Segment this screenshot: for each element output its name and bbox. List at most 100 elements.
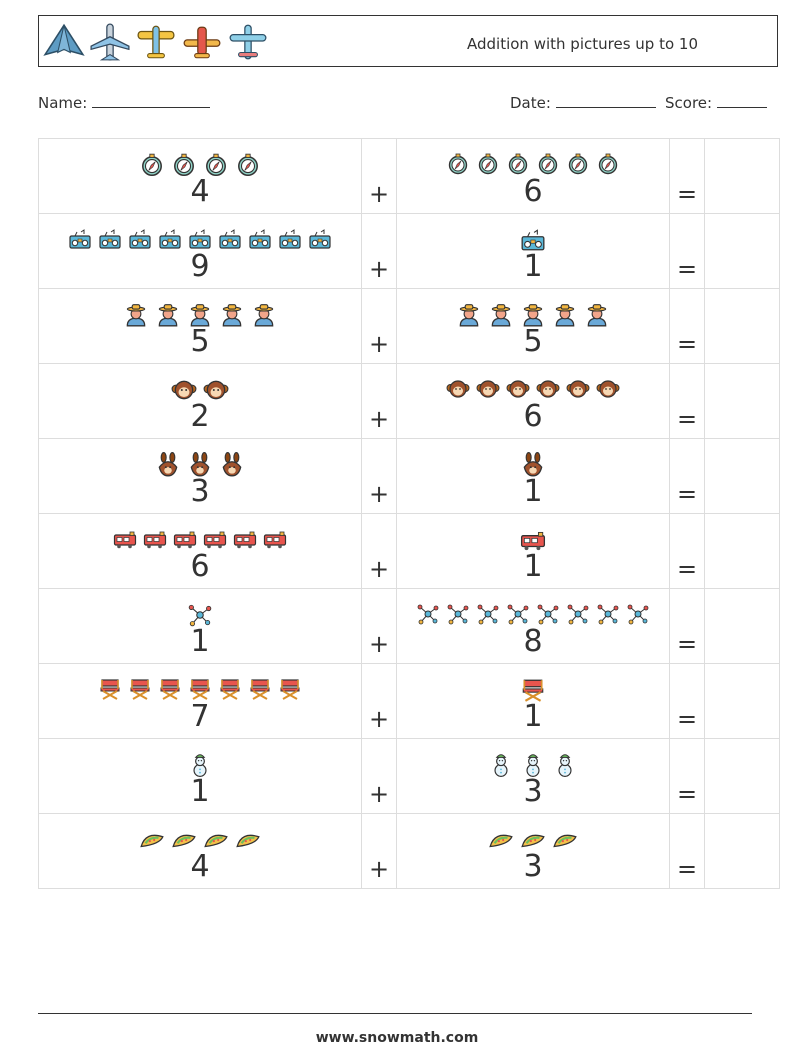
radio-icon: [129, 229, 151, 249]
addend-b-number: 1: [523, 699, 543, 734]
addend-b-pictures: [397, 302, 669, 328]
answer-cell[interactable]: [704, 213, 780, 289]
farmer-icon: [222, 304, 242, 327]
director-chair-icon: [522, 679, 544, 702]
radio-icon: [249, 229, 271, 249]
addend-b-pictures: [397, 377, 669, 401]
footer-website: www.snowmath.com: [315, 1030, 479, 1046]
answer-cell[interactable]: [704, 138, 780, 214]
answer-cell[interactable]: [704, 513, 780, 589]
train-icon: [203, 531, 227, 549]
taco-icon: [204, 834, 228, 848]
radio-icon: [189, 229, 211, 249]
addend-b-number: 1: [523, 474, 543, 509]
equals-cell: =: [669, 213, 705, 289]
compass-icon: [174, 153, 194, 177]
snowman-icon: [526, 754, 540, 777]
director-chair-icon: [100, 679, 120, 700]
molecule-icon: [507, 604, 529, 625]
problem-row: 5 +5 =: [38, 288, 780, 364]
equals-cell: =: [669, 738, 705, 814]
compass-icon: [448, 153, 468, 175]
addend-b-pictures: [397, 452, 669, 478]
equals-sign: =: [676, 180, 698, 208]
addend-b-pictures: [397, 677, 669, 703]
addend-b-cell: 5: [396, 288, 670, 364]
plus-sign: +: [368, 705, 390, 733]
plus-sign: +: [368, 780, 390, 808]
farmer-icon: [459, 304, 479, 327]
equals-cell: =: [669, 588, 705, 664]
monkey-icon: [476, 380, 500, 398]
equals-cell: =: [669, 813, 705, 889]
equals-sign: =: [676, 405, 698, 433]
addend-a-number: 4: [190, 174, 210, 209]
monkey-icon: [171, 380, 197, 400]
taco-icon: [172, 834, 196, 848]
molecule-icon: [537, 604, 559, 625]
farmer-icon: [126, 304, 146, 327]
director-chair-icon: [190, 679, 210, 700]
farmer-icon: [190, 304, 210, 327]
plus-sign: +: [368, 855, 390, 883]
answer-cell[interactable]: [704, 588, 780, 664]
addend-a-number: 1: [190, 774, 210, 809]
farmer-icon: [523, 304, 543, 327]
equals-sign: =: [676, 705, 698, 733]
score-line[interactable]: [716, 93, 767, 108]
addend-a-pictures: [39, 602, 361, 628]
monkey-icon: [566, 380, 590, 398]
farmer-icon: [491, 304, 511, 327]
date-field[interactable]: Date:: [510, 93, 656, 112]
score-field[interactable]: Score:: [665, 93, 767, 112]
addend-a-number: 3: [190, 474, 210, 509]
addend-a-pictures: [39, 452, 361, 478]
name-label: Name:: [38, 94, 88, 112]
farmer-icon: [587, 304, 607, 327]
date-line[interactable]: [555, 93, 656, 108]
answer-cell[interactable]: [704, 288, 780, 364]
equals-sign: =: [676, 480, 698, 508]
plus-cell: +: [361, 213, 397, 289]
taco-icon: [489, 834, 513, 848]
addend-a-cell: 4: [38, 138, 362, 214]
answer-cell[interactable]: [704, 438, 780, 514]
director-chair-icon: [250, 679, 270, 700]
addend-a-pictures: [39, 152, 361, 178]
addend-a-number: 9: [190, 249, 210, 284]
equals-cell: =: [669, 663, 705, 739]
addend-a-cell: 7: [38, 663, 362, 739]
equals-sign: =: [676, 780, 698, 808]
stealth-plane-icon: [43, 23, 85, 56]
addend-a-cell: 1: [38, 738, 362, 814]
compass-icon: [568, 153, 588, 175]
answer-cell[interactable]: [704, 813, 780, 889]
problem-row: 9 +1 =: [38, 213, 780, 289]
taco-icon: [140, 834, 164, 848]
addend-a-cell: 1: [38, 588, 362, 664]
compass-icon: [508, 153, 528, 175]
red-biplane-icon: [183, 26, 221, 59]
airliner-icon: [90, 23, 130, 61]
addend-a-number: 1: [190, 624, 210, 659]
answer-cell[interactable]: [704, 738, 780, 814]
plus-sign: +: [368, 255, 390, 283]
answer-cell[interactable]: [704, 363, 780, 439]
answer-cell[interactable]: [704, 663, 780, 739]
footer-divider: [38, 1013, 752, 1014]
addend-b-cell: 6: [396, 363, 670, 439]
problem-row: 4 +6 =: [38, 138, 780, 214]
name-field[interactable]: Name:: [38, 93, 211, 112]
equals-sign: =: [676, 555, 698, 583]
name-line[interactable]: [92, 93, 211, 108]
addend-b-pictures: [397, 152, 669, 176]
radio-icon: [521, 229, 545, 251]
addend-b-pictures: [397, 227, 669, 253]
monkey-icon: [536, 380, 560, 398]
problem-row: 6 +1 =: [38, 513, 780, 589]
radio-icon: [69, 229, 91, 249]
score-label: Score:: [665, 94, 713, 112]
squirrel-icon: [523, 452, 543, 477]
equals-cell: =: [669, 363, 705, 439]
addend-b-pictures: [397, 602, 669, 626]
